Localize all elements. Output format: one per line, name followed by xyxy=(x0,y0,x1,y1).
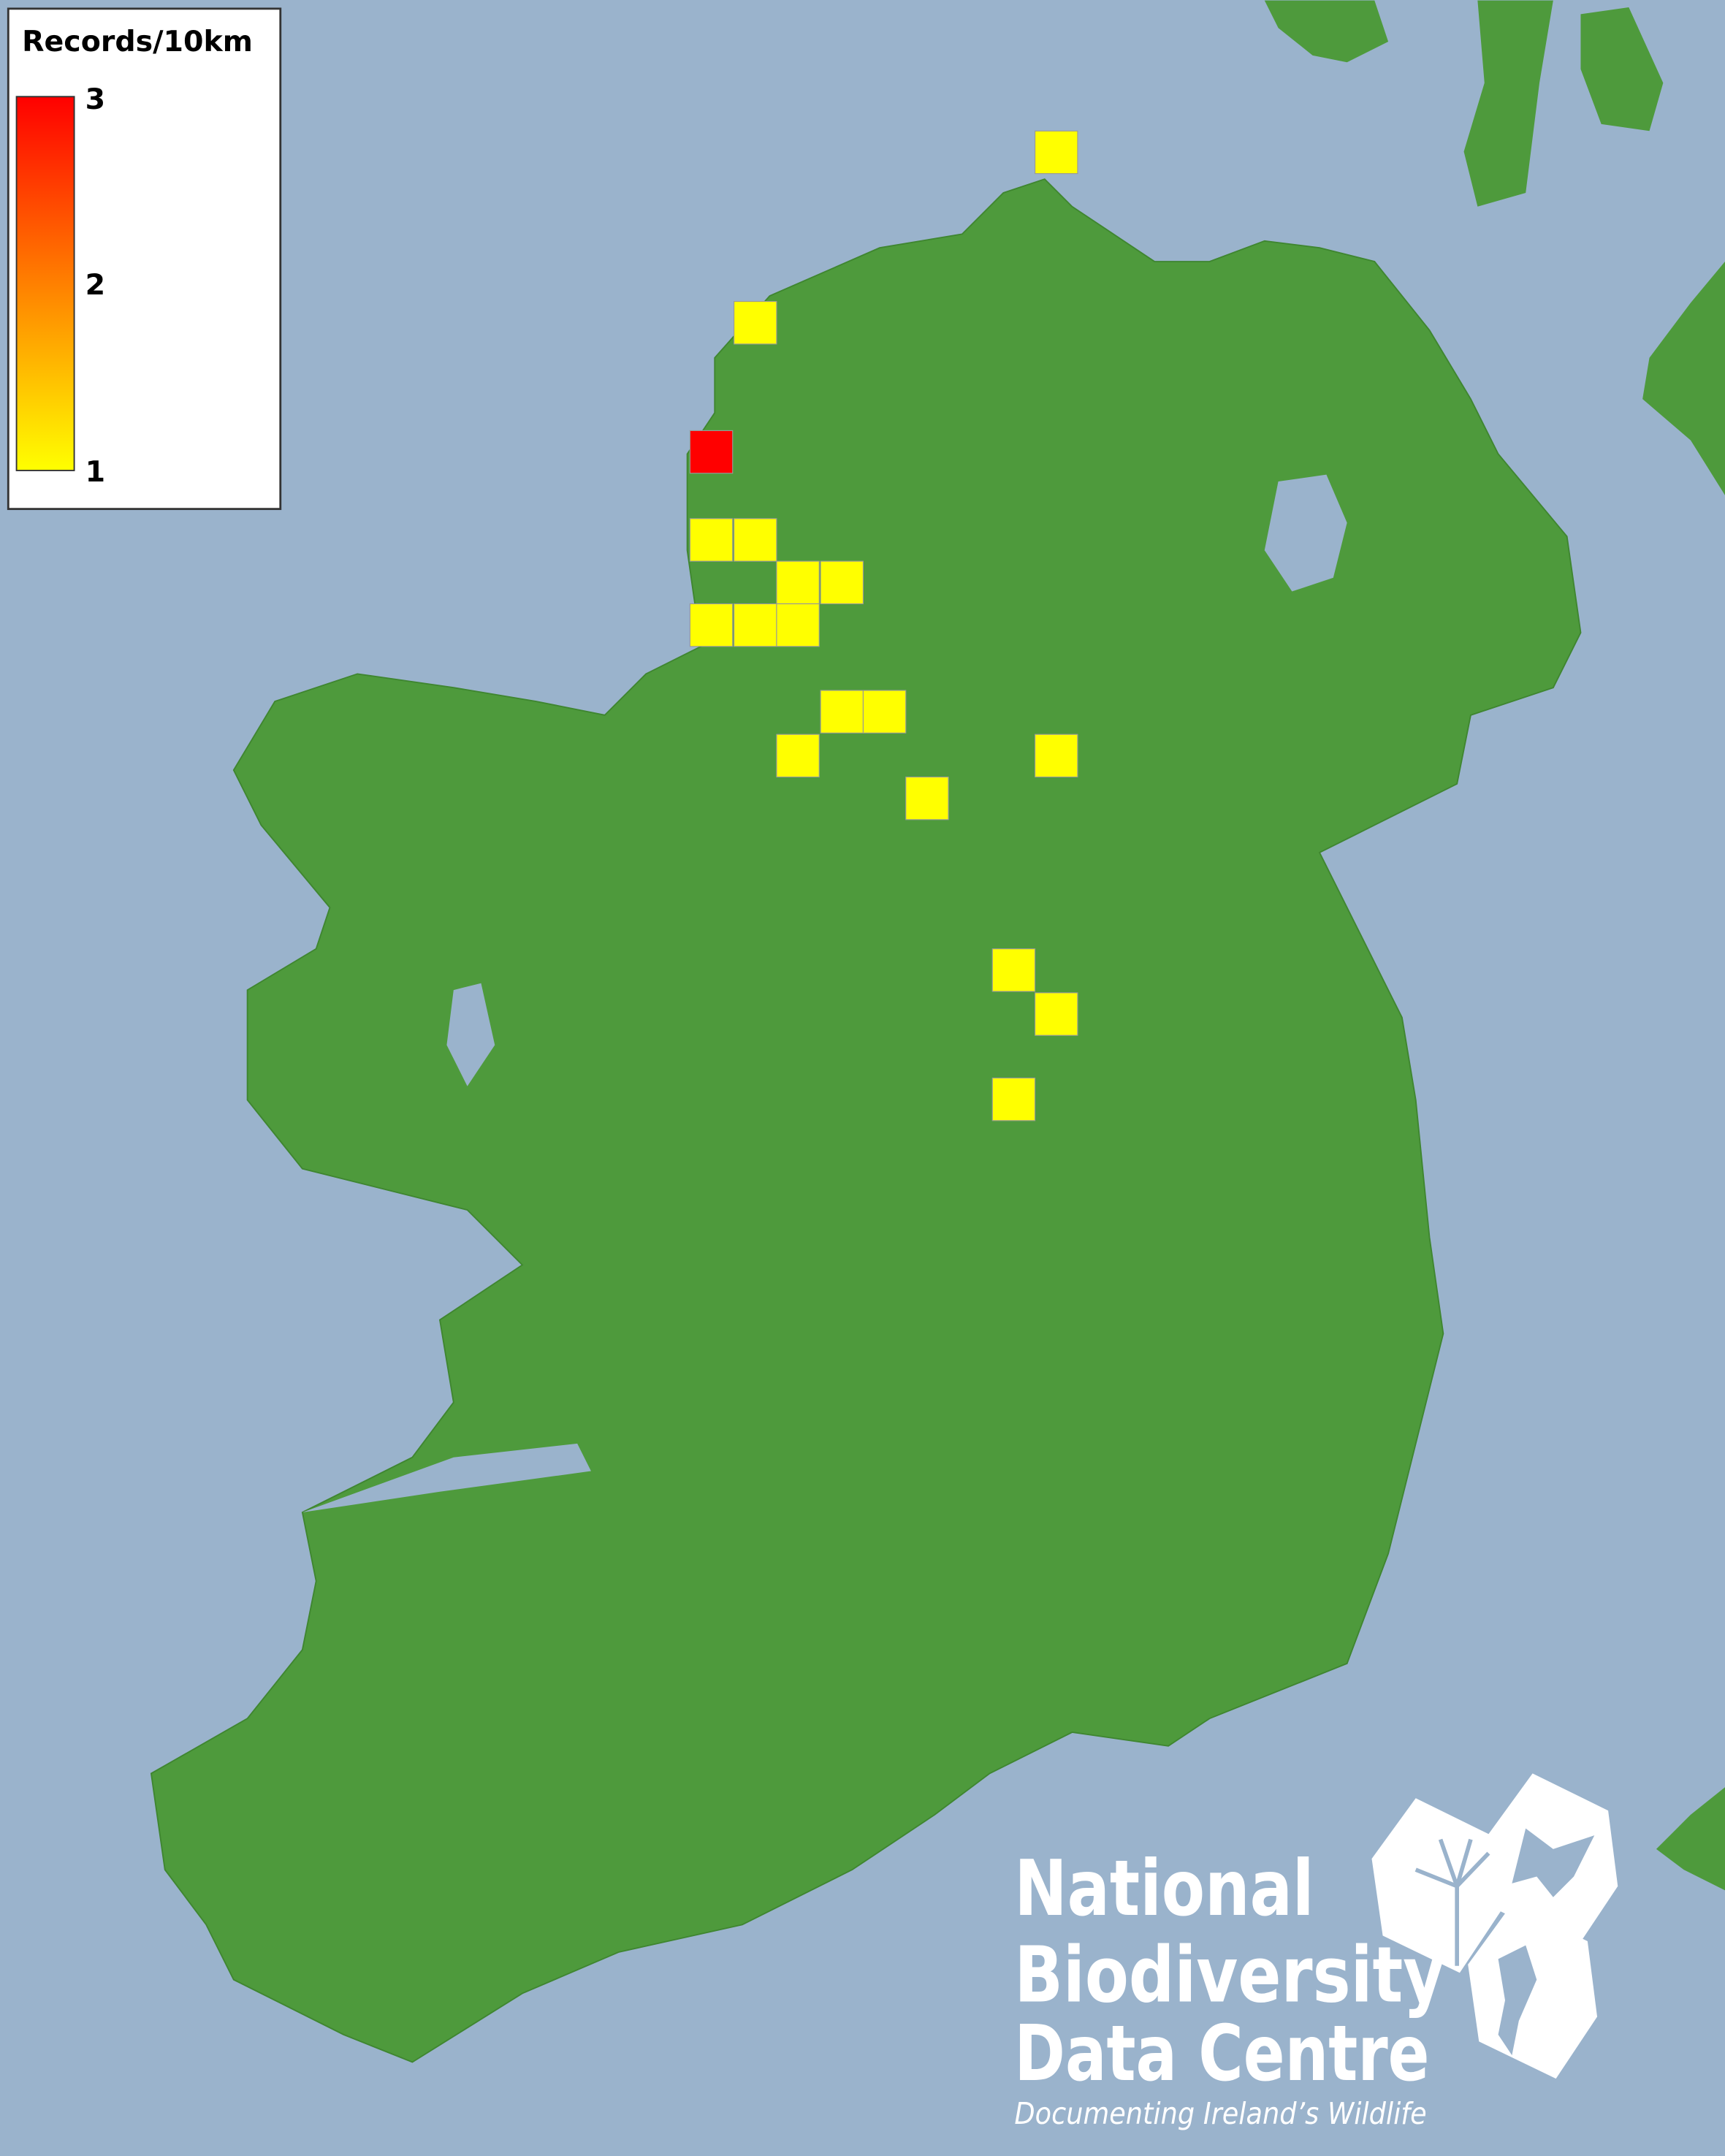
grid-square-records-1 xyxy=(689,518,734,562)
logo-line-national: National xyxy=(1014,1843,1314,1933)
legend-color-ramp xyxy=(15,96,75,471)
wales-land xyxy=(1656,1787,1725,1891)
seahorse-icon xyxy=(1498,1945,1537,2056)
lough-corrib xyxy=(446,983,495,1086)
legend-title: Records/10km xyxy=(22,25,253,58)
logo-line-data-centre: Data Centre xyxy=(1014,2008,1429,2098)
ireland-land xyxy=(150,178,1582,2063)
grid-square-records-1 xyxy=(734,301,777,345)
nbdc-logo: National Biodiversity Data Centre Docume… xyxy=(1014,1773,1618,2131)
grid-square-records-1 xyxy=(905,776,949,820)
grid-square-records-1 xyxy=(862,690,907,734)
tree-icon xyxy=(1414,1838,1490,1966)
scotland-land xyxy=(1264,0,1725,495)
grid-square-records-1 xyxy=(776,560,820,605)
grid-square-records-1 xyxy=(734,518,777,562)
grid-square-records-1 xyxy=(734,603,777,647)
grid-square-records-1 xyxy=(820,560,864,605)
butterfly-icon xyxy=(1512,1828,1595,1897)
grid-square-records-1 xyxy=(776,734,820,778)
lough-neagh xyxy=(1264,474,1347,592)
grid-squares xyxy=(689,130,1078,1121)
grid-square-records-3 xyxy=(689,430,734,474)
legend-label-min: 1 xyxy=(85,455,105,489)
grid-square-records-1 xyxy=(820,690,864,734)
grid-square-records-1 xyxy=(991,1077,1036,1121)
grid-square-records-1 xyxy=(991,948,1036,992)
legend-label-max: 3 xyxy=(85,83,105,116)
grid-square-records-1 xyxy=(1035,734,1078,778)
grid-square-records-1 xyxy=(689,603,734,647)
grid-square-records-1 xyxy=(776,603,820,647)
logo-line-biodiversity: Biodiversity xyxy=(1014,1930,1444,2020)
grid-square-records-1 xyxy=(1035,130,1078,175)
logo-tagline: Documenting Ireland’s Wildlife xyxy=(1014,2096,1426,2131)
legend-label-mid: 2 xyxy=(85,268,105,302)
legend: Records/10km 3 2 1 xyxy=(7,7,282,511)
grid-square-records-1 xyxy=(1035,992,1078,1036)
shannon-estuary xyxy=(302,1443,591,1512)
